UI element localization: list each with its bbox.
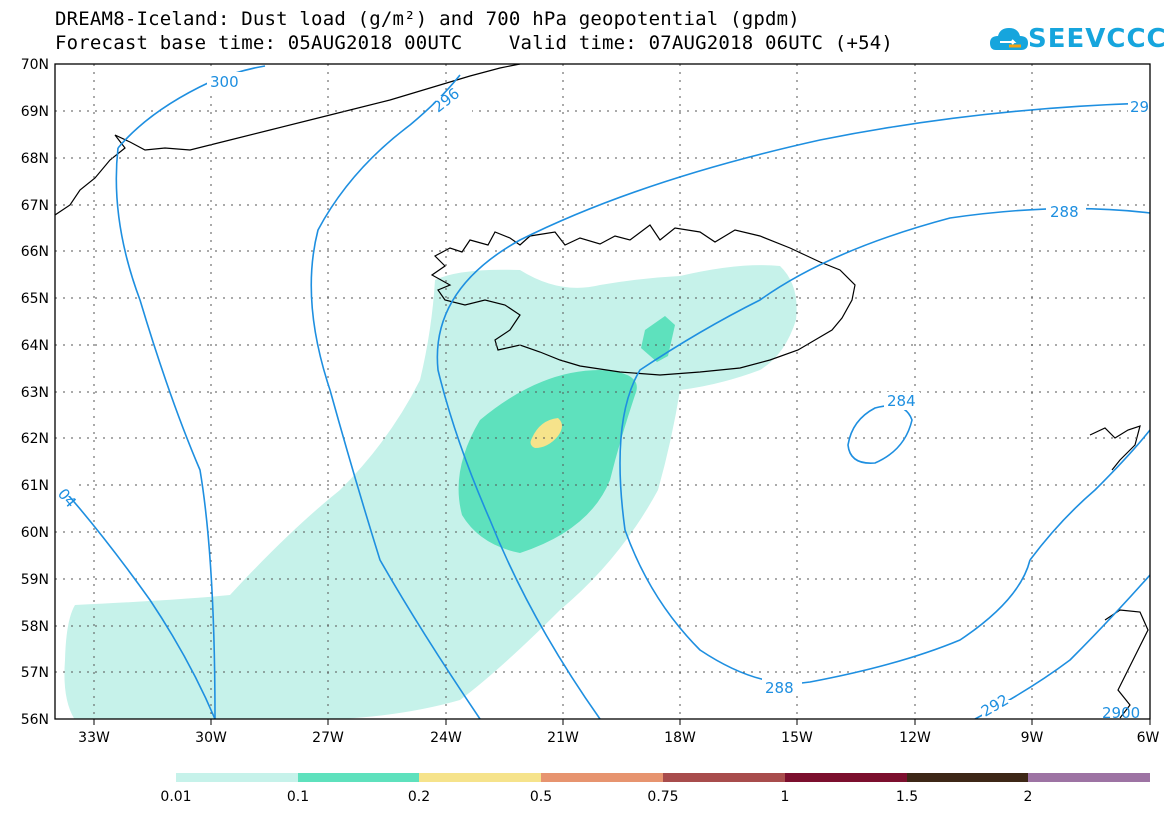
meridian-gridlines: [93, 64, 1033, 719]
colorbar-swatch: [663, 773, 785, 782]
contour-288: [619, 207, 1150, 685]
lat-label: 66N: [21, 244, 49, 260]
lat-label: 65N: [21, 291, 49, 307]
contour-label-284: 284: [887, 392, 916, 410]
lat-label: 63N: [21, 385, 49, 401]
contour-label-288-south: 288: [765, 679, 794, 697]
plot-frame: [54, 63, 1151, 720]
colorbar-swatch: [1028, 773, 1150, 782]
lat-label: 64N: [21, 338, 49, 354]
dust-area-medium: [458, 370, 637, 553]
contour-292: [436, 102, 1150, 719]
lat-label: 62N: [21, 431, 49, 447]
lat-label: 59N: [21, 572, 49, 588]
scotland-coastline: [1104, 609, 1149, 719]
lat-label: 57N: [21, 665, 49, 681]
lon-label: 18W: [664, 730, 696, 746]
iceland-coastline: [430, 224, 856, 376]
colorbar-swatch: [541, 773, 663, 782]
contour-288-lower: [1029, 429, 1150, 561]
lon-label: 6W: [1137, 730, 1160, 746]
lon-label: 12W: [899, 730, 931, 746]
lat-label: 60N: [21, 525, 49, 541]
lat-label: 69N: [21, 104, 49, 120]
dust-area-medium-small: [641, 316, 675, 362]
lon-label: 30W: [195, 730, 227, 746]
contour-296: [310, 74, 481, 719]
contour-label-288-north: 288: [1050, 203, 1079, 221]
axis-ticks: [93, 719, 1151, 725]
contour-label-2900: 2900: [1102, 704, 1140, 722]
contour-300-lower: [115, 147, 216, 719]
dust-area-high: [530, 418, 562, 448]
lon-label: 21W: [547, 730, 579, 746]
lon-label: 24W: [430, 730, 462, 746]
colorbar-label: 1.5: [896, 789, 918, 805]
colorbar-swatch: [298, 773, 419, 782]
lat-label: 70N: [21, 57, 49, 73]
map-title: DREAM8-Iceland: Dust load (g/m²) and 700…: [55, 8, 800, 30]
colorbar-swatch: [419, 773, 541, 782]
greenland-coastline: [55, 64, 521, 216]
seevccc-cloud-logo-icon: [990, 28, 1028, 50]
lon-label: 15W: [781, 730, 813, 746]
forecast-time-subtitle: Forecast base time: 05AUG2018 00UTC Vali…: [55, 32, 894, 54]
colorbar-swatch: [785, 773, 907, 782]
contour-label-292-truncated: 29: [1130, 98, 1149, 116]
lat-label: 67N: [21, 198, 49, 214]
lat-label: 68N: [21, 151, 49, 167]
colorbar-swatch: [907, 773, 1028, 782]
colorbar-label: 0.2: [408, 789, 430, 805]
lat-label: 56N: [21, 712, 49, 728]
colorbar-label: 0.01: [160, 789, 191, 805]
logo-text: SEEVCCC: [1028, 24, 1167, 54]
contour-284: [847, 404, 913, 464]
colorbar-label: 0.75: [647, 789, 678, 805]
norway-coastline: [1089, 425, 1141, 471]
colorbar-label: 1: [781, 789, 790, 805]
parallel-gridlines: [55, 110, 1150, 673]
lat-label: 58N: [21, 619, 49, 635]
lat-label: 61N: [21, 478, 49, 494]
colorbar-label: 0.1: [287, 789, 309, 805]
colorbar-label: 0.5: [530, 789, 552, 805]
contour-304: [55, 479, 216, 719]
lon-label: 27W: [312, 730, 344, 746]
lon-label: 9W: [1021, 730, 1044, 746]
contour-300: [117, 65, 266, 149]
dust-area-light: [64, 265, 797, 719]
contour-label-300: 300: [210, 73, 239, 91]
colorbar-label: 2: [1024, 789, 1033, 805]
colorbar: [176, 773, 1150, 782]
lon-label: 33W: [78, 730, 110, 746]
colorbar-swatch: [176, 773, 298, 782]
